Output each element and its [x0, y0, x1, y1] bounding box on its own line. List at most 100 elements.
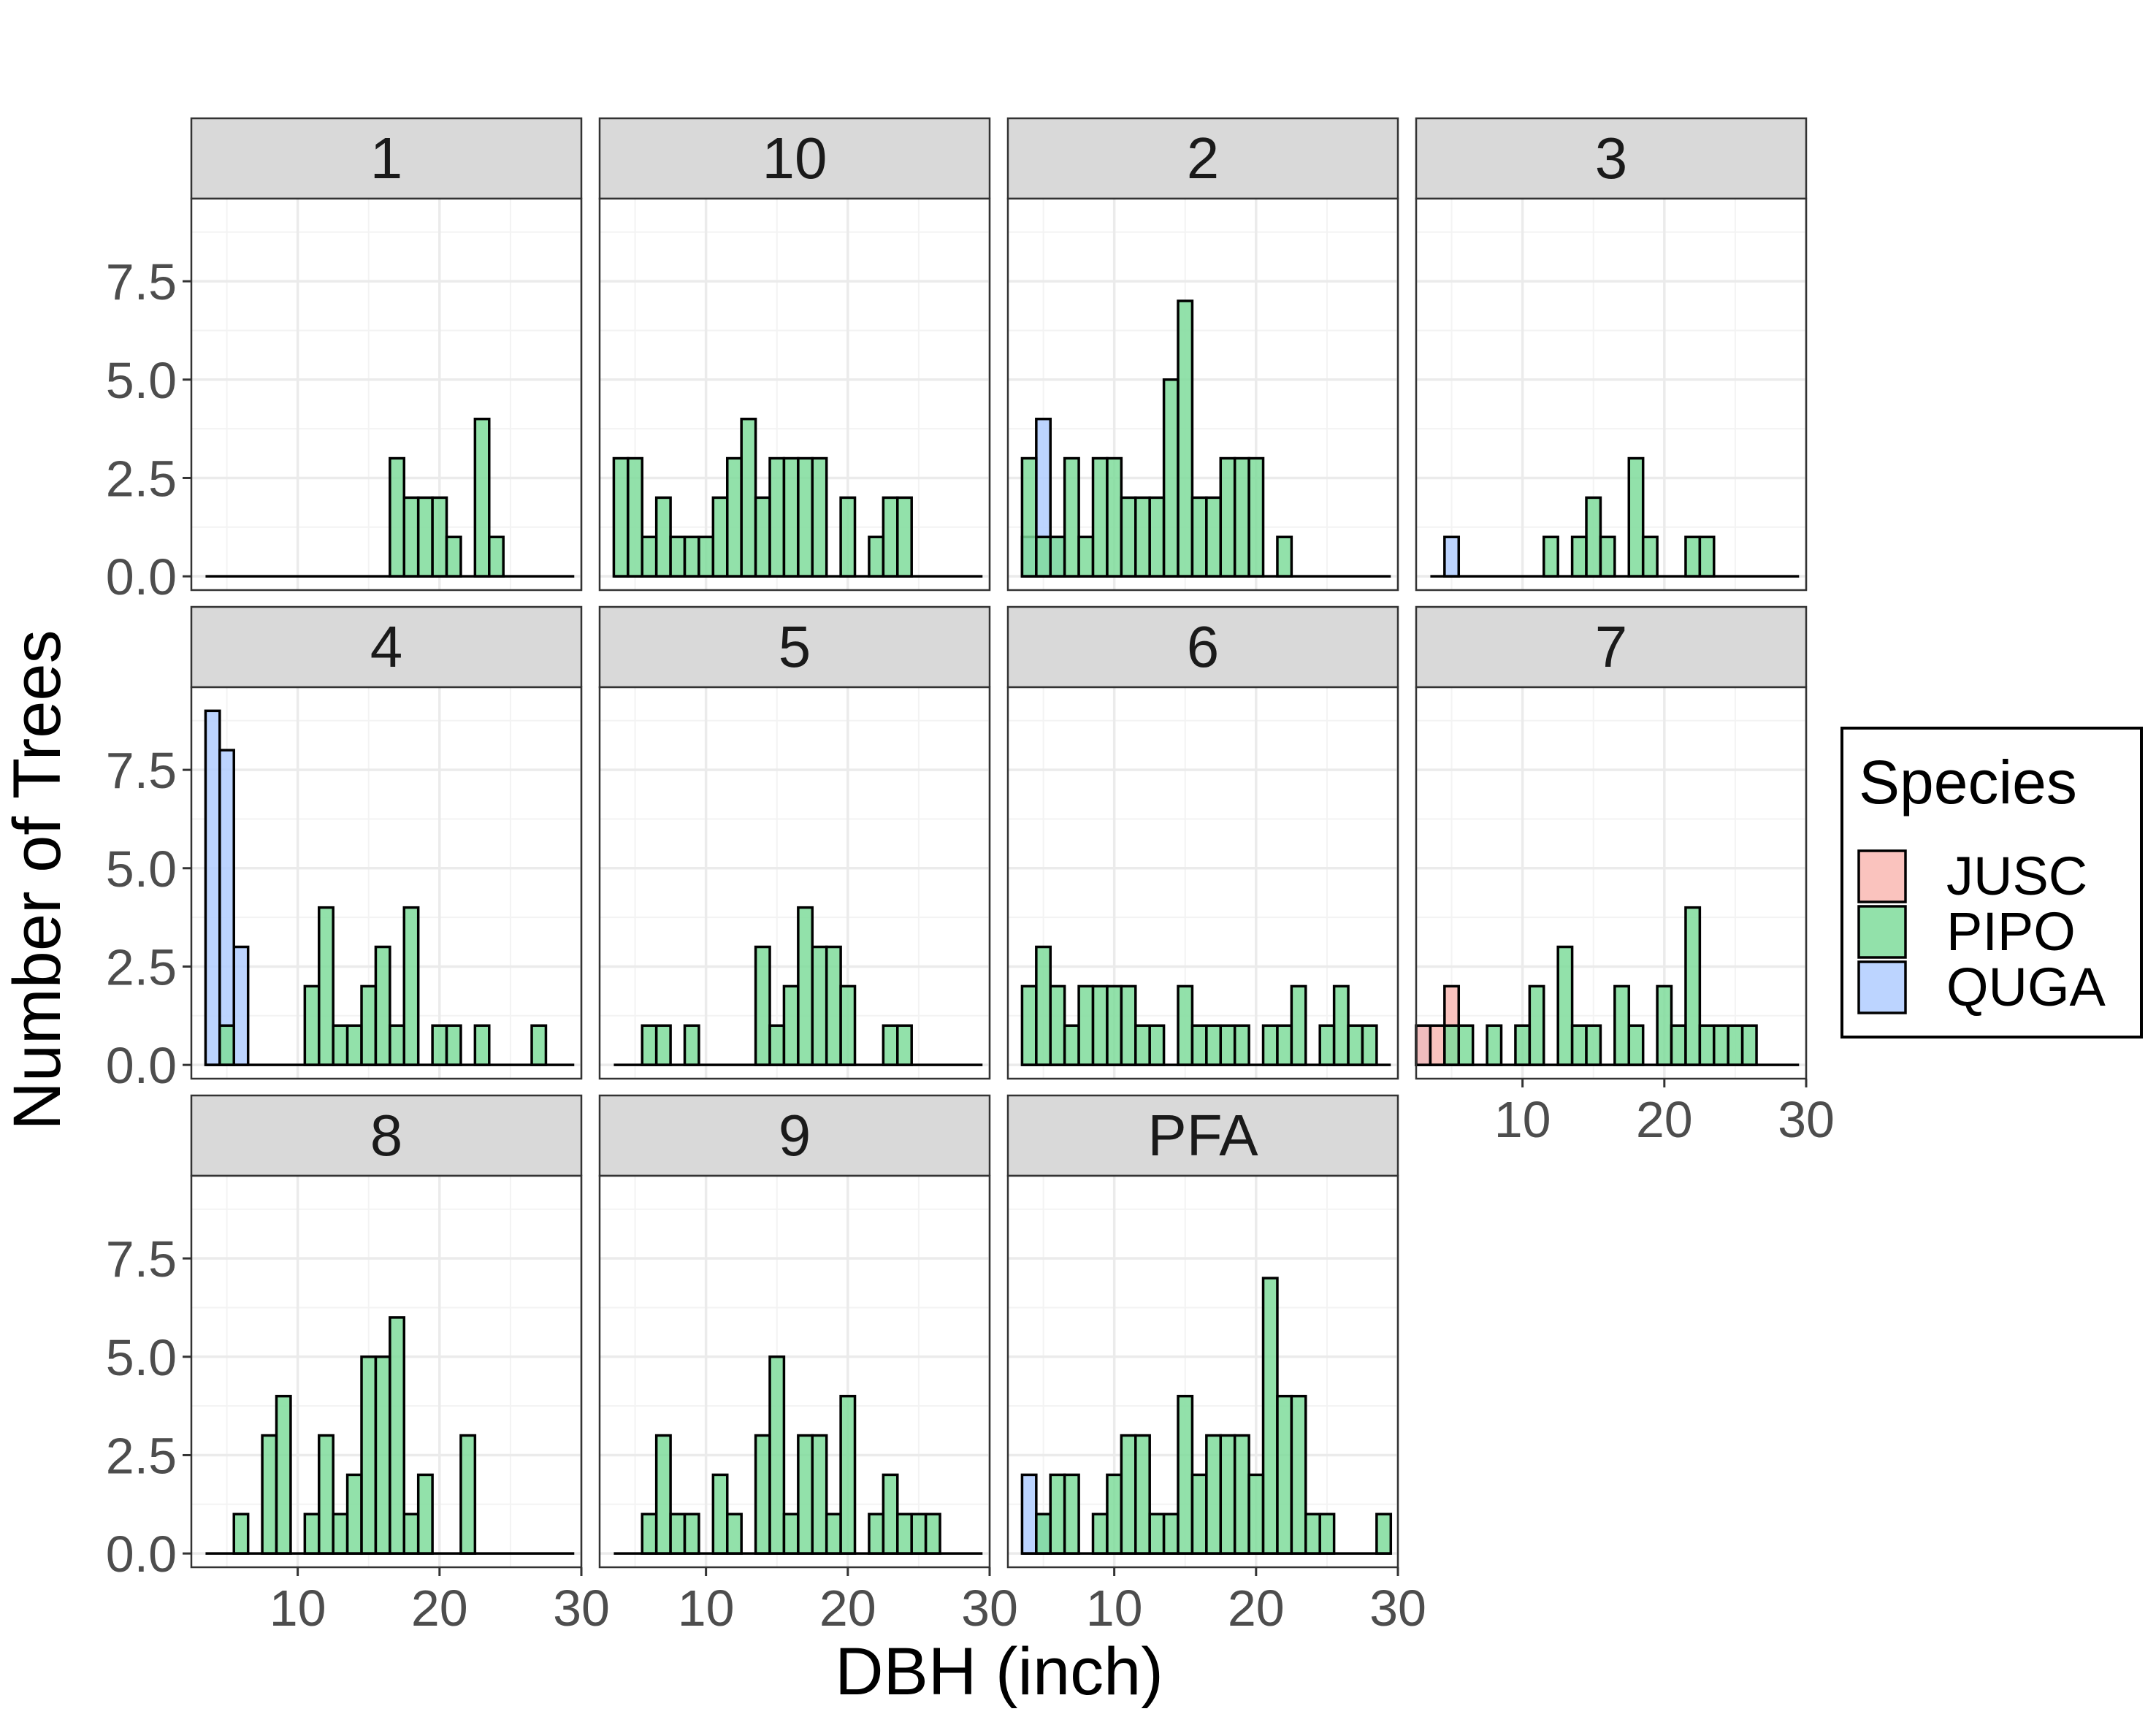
histogram-bar-pipo [1698, 1024, 1716, 1066]
x-tick-label: 30 [553, 1580, 610, 1637]
histogram-bar-pipo [1740, 1024, 1758, 1066]
panel-border [598, 197, 991, 592]
histogram-bar-pipo [1134, 1024, 1151, 1066]
histogram-bar-pipo [1049, 1473, 1066, 1555]
histogram-bar-pipo [839, 1394, 857, 1555]
x-tick-label: 10 [1494, 1091, 1551, 1148]
histogram-bar-pipo [1361, 1024, 1378, 1066]
histogram-bar-pipo [1276, 535, 1293, 578]
histogram-bar-quga [204, 709, 221, 1066]
histogram-bar-pipo [1148, 496, 1166, 578]
histogram-bar-pipo [839, 496, 857, 578]
y-axis-ticks: 0.0 2.5 5.0 7.5 0.0 2.5 5.0 7.5 0.0 2.5 5.0 7.5 [106, 253, 191, 1583]
histogram-bar-pipo [1091, 1512, 1109, 1555]
histogram-bar-pipo [1457, 1024, 1475, 1066]
histogram-bar-pipo [1233, 456, 1250, 578]
histogram-bar-pipo [445, 1024, 462, 1066]
panel-border [598, 1174, 991, 1569]
histogram-bar-pipo [882, 1024, 899, 1066]
histogram-bar-pipo [825, 1512, 842, 1555]
histogram-bar-quga [1020, 1473, 1038, 1555]
histogram-bar-pipo [683, 1512, 700, 1555]
histogram-bar-pipo [839, 984, 857, 1066]
histogram-bar-pipo [811, 456, 828, 578]
histogram-bar-pipo [1627, 456, 1645, 578]
panel-border [1415, 686, 1808, 1080]
histogram-bar-pipo [612, 456, 630, 578]
histogram-bar-pipo [1134, 496, 1151, 578]
x-tick-label: 30 [961, 1580, 1018, 1637]
histogram-bar-pipo [811, 945, 828, 1066]
facet-strip [190, 117, 583, 200]
histogram-bar-pipo [1219, 1434, 1236, 1555]
histogram-bar-pipo [797, 1434, 814, 1555]
y-tick-label: 0.0 [106, 1526, 177, 1583]
histogram-bar-pipo [641, 535, 658, 578]
histogram-bar-pipo [627, 456, 644, 578]
panel-border [1006, 1174, 1399, 1569]
histogram-bar-pipo [683, 535, 700, 578]
y-tick-label: 2.5 [106, 450, 177, 507]
facet-strip-label: 5 [779, 614, 811, 679]
histogram-bar-pipo [402, 1512, 420, 1555]
facet-panel-2: 2 [1006, 117, 1399, 592]
histogram-bar-pipo [275, 1394, 292, 1555]
facet-strip-label: 6 [1187, 614, 1220, 679]
legend-label-pipo: PIPO [1946, 901, 2076, 962]
histogram-bar-pipo [1077, 984, 1095, 1066]
panel-border [598, 686, 991, 1080]
histogram-bar-pipo [1020, 456, 1038, 578]
histogram-bar-pipo [1177, 299, 1194, 578]
histogram-bar-pipo [1599, 535, 1616, 578]
facet-strip [1415, 605, 1808, 689]
facet-panel-7: 7 [1415, 605, 1808, 1080]
panel-border [190, 1174, 583, 1569]
histogram-bar-pipo [1205, 496, 1223, 578]
histogram-bar-pipo [1148, 1512, 1166, 1555]
histogram-bar-pipo [654, 1024, 672, 1066]
histogram-bar-pipo [416, 1473, 434, 1555]
histogram-bar-pipo [641, 1024, 658, 1066]
facet-strip-label: 3 [1595, 126, 1628, 191]
y-tick-label: 2.5 [106, 1427, 177, 1484]
panel-border [190, 197, 583, 592]
histogram-bar-pipo [1233, 1434, 1250, 1555]
histogram-bar-pipo [868, 1512, 885, 1555]
histogram-bar-pipo [445, 535, 462, 578]
facet-strip [598, 1094, 991, 1177]
histogram-bar-pipo [896, 1512, 913, 1555]
facet-strip [190, 605, 583, 689]
histogram-bar-pipo [1332, 984, 1350, 1066]
histogram-bar-pipo [318, 906, 335, 1066]
histogram-bar-pipo [1219, 1024, 1236, 1066]
legend-key-pipo [1857, 905, 1907, 959]
histogram-bar-pipo [261, 1434, 278, 1555]
histogram-bar-pipo [1670, 1024, 1687, 1066]
histogram-bar-pipo [1570, 1024, 1588, 1066]
histogram-bar-pipo [1585, 1024, 1602, 1066]
histogram-bar-pipo [303, 984, 321, 1066]
x-tick-label: 10 [678, 1580, 735, 1637]
histogram-bar-pipo [641, 1512, 658, 1555]
facet-strip [1415, 117, 1808, 200]
histogram-bar-pipo [768, 1024, 786, 1066]
histogram-bar-pipo [1219, 456, 1236, 578]
histogram-bar-pipo [1727, 1024, 1744, 1066]
histogram-bar-pipo [1049, 984, 1066, 1066]
histogram-bar-pipo [1514, 1024, 1532, 1066]
histogram-bar-pipo [697, 535, 715, 578]
legend-title: Species [1859, 748, 2077, 816]
histogram-bar-pipo [1713, 1024, 1729, 1066]
facet-strip-label: PFA [1147, 1103, 1258, 1168]
histogram-bar-pipo [1091, 984, 1109, 1066]
histogram-bar-pipo [754, 1434, 771, 1555]
histogram-bar-pipo [1120, 984, 1137, 1066]
facet-panel-10: 10 [598, 117, 991, 592]
x-tick-label: 30 [1369, 1580, 1426, 1637]
x-axis-ticks: 10 20 30 10 20 30 10 20 30 10 20 30 [270, 1079, 1835, 1637]
facet-panel-5: 5 [598, 605, 991, 1080]
histogram-bar-pipo [1063, 1473, 1080, 1555]
histogram-bar-pipo [1641, 535, 1659, 578]
histogram-bar-pipo [1120, 496, 1137, 578]
histogram-bar-pipo [1656, 984, 1673, 1066]
